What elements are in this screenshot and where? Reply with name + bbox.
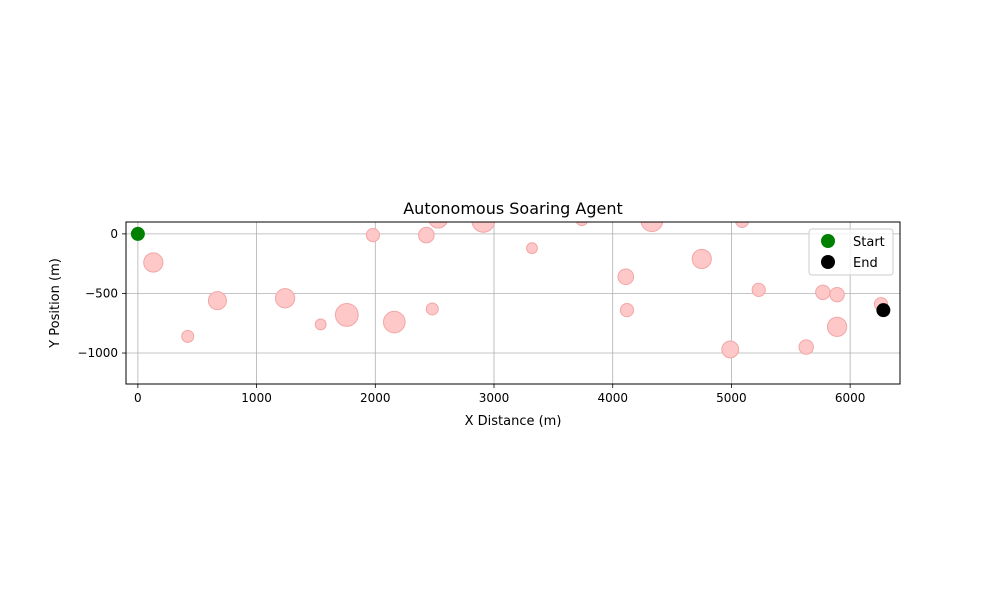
thermal-point — [181, 329, 195, 343]
x-tick-label: 1000 — [241, 391, 272, 405]
thermal-point — [526, 242, 538, 255]
thermal-point — [640, 222, 664, 233]
plot-area-frame — [125, 221, 901, 385]
grid-lines — [126, 222, 900, 384]
thermal-point — [425, 302, 439, 316]
x-tick-label: 3000 — [479, 391, 510, 405]
thermal-point — [274, 288, 296, 309]
end-point — [876, 303, 891, 318]
thermal-point — [691, 248, 712, 270]
thermal-point — [418, 226, 435, 244]
thermal-point — [314, 318, 327, 331]
thermal-point — [428, 222, 448, 229]
legend-start-marker — [821, 234, 835, 248]
thermal-point — [735, 222, 750, 228]
y-axis-label: Y Position (m) — [48, 258, 63, 349]
chart-title: Autonomous Soaring Agent — [403, 199, 623, 218]
x-axis-label: X Distance (m) — [465, 414, 562, 429]
endpoint-markers — [130, 226, 891, 318]
axis-ticks: 0 1000 2000 3000 4000 5000 6000 0 −500 −1000 — [77, 227, 865, 405]
legend-end-marker — [821, 255, 835, 269]
thermal-point — [471, 222, 496, 233]
thermal-point — [798, 339, 814, 355]
x-tick-label: 0 — [134, 391, 142, 405]
x-tick-label: 6000 — [835, 391, 866, 405]
thermal-point — [815, 284, 831, 300]
x-tick-label: 2000 — [360, 391, 391, 405]
y-tick-label: 0 — [110, 227, 118, 241]
thermal-point — [143, 252, 164, 273]
legend-start-label: Start — [853, 235, 885, 250]
thermal-point — [829, 286, 845, 303]
thermal-point — [334, 303, 359, 327]
y-tick-label: −1000 — [77, 346, 118, 360]
thermal-point — [575, 222, 588, 227]
x-tick-label: 5000 — [716, 391, 747, 405]
thermal-point — [382, 310, 406, 334]
thermal-point — [365, 228, 381, 243]
thermal-point — [826, 316, 848, 337]
x-tick-label: 4000 — [597, 391, 628, 405]
legend: Start End — [808, 228, 894, 276]
start-point — [130, 226, 145, 241]
thermal-point — [619, 303, 635, 318]
thermal-point — [207, 291, 227, 311]
thermal-point — [721, 340, 740, 359]
thermal-point — [751, 282, 766, 297]
legend-end-label: End — [853, 256, 878, 271]
thermal-markers — [143, 222, 889, 359]
thermal-point — [617, 268, 635, 286]
y-tick-label: −500 — [85, 286, 118, 300]
